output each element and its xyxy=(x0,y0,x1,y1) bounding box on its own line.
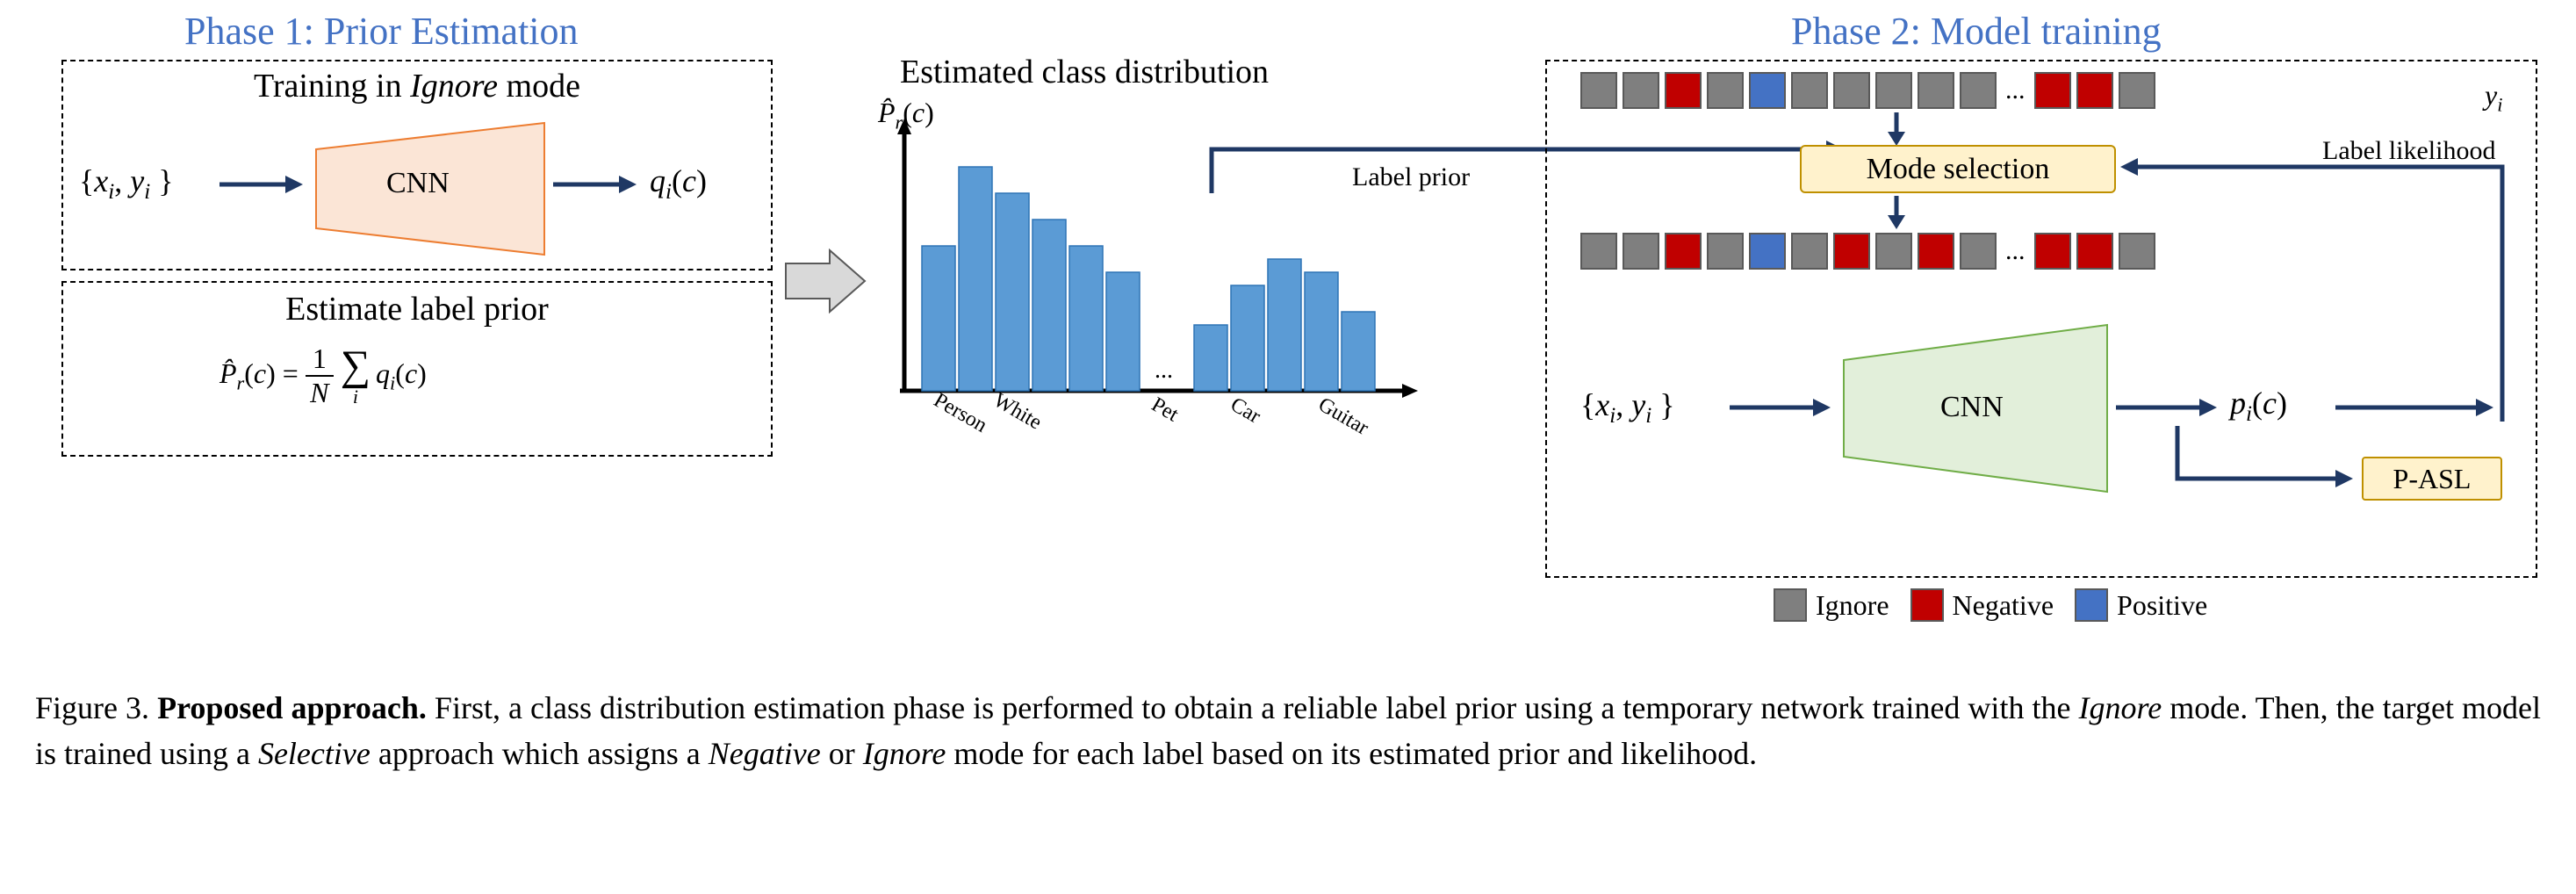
label-box-negative xyxy=(1918,233,1954,270)
label-box-ignore xyxy=(1918,72,1954,109)
svg-text:Guitar: Guitar xyxy=(1314,393,1372,440)
caption-i2: Selective xyxy=(258,736,371,771)
arrow-cnn2-out xyxy=(2116,390,2221,425)
caption-t5: mode for each label based on its estimat… xyxy=(946,736,1757,771)
strip-dots: ... xyxy=(2005,236,2026,266)
pasl-box: P-ASL xyxy=(2362,457,2502,501)
label-strip-yi: ... xyxy=(1580,72,2155,109)
strip-dots: ... xyxy=(2005,76,2026,105)
arrow-input-cnn2 xyxy=(1730,390,1835,425)
phase1-estimate-title: Estimate label prior xyxy=(255,290,579,328)
yi-label: yi xyxy=(2485,79,2502,116)
svg-text:Pet: Pet xyxy=(1148,393,1183,427)
chart-title: Estimated class distribution xyxy=(900,53,1269,91)
caption-t4: or xyxy=(821,736,863,771)
arrow-likelihood xyxy=(2116,149,2520,430)
caption-i4: Ignore xyxy=(863,736,946,771)
label-box-ignore xyxy=(1707,233,1744,270)
label-box-negative xyxy=(1833,233,1870,270)
legend-ignore: Ignore xyxy=(1774,588,1889,622)
label-strip-selected: ... xyxy=(1580,233,2155,270)
legend-negative: Negative xyxy=(1910,588,2054,622)
label-box-ignore xyxy=(1833,72,1870,109)
label-box-ignore xyxy=(1623,233,1659,270)
big-arrow xyxy=(781,246,869,316)
phase2-input-math: {xi, yi } xyxy=(1580,386,1675,429)
svg-text:Car: Car xyxy=(1227,393,1264,429)
label-box-ignore xyxy=(1960,72,1997,109)
label-box-negative xyxy=(2034,72,2071,109)
label-box-negative xyxy=(1665,72,1702,109)
legend-positive: Positive xyxy=(2075,588,2207,622)
legend-ignore-swatch xyxy=(1774,588,1807,622)
label-box-ignore xyxy=(1623,72,1659,109)
legend: Ignore Negative Positive xyxy=(1774,588,2207,622)
arrow-pi-right xyxy=(2335,390,2493,425)
label-box-negative xyxy=(2034,233,2071,270)
label-box-ignore xyxy=(2119,72,2155,109)
legend-positive-label: Positive xyxy=(2117,589,2207,622)
svg-text:Person: Person xyxy=(930,389,991,437)
label-box-ignore xyxy=(1875,72,1912,109)
legend-negative-label: Negative xyxy=(1953,589,2054,622)
diagram-area: Phase 1: Prior Estimation Training in Ig… xyxy=(35,9,2541,641)
label-box-ignore xyxy=(1875,233,1912,270)
label-box-ignore xyxy=(1791,233,1828,270)
label-box-ignore xyxy=(1580,72,1617,109)
arrow-mode-down xyxy=(1879,196,1914,231)
arrow-cnn1-out xyxy=(553,167,641,202)
label-box-negative xyxy=(2076,72,2113,109)
phase1-title: Phase 1: Prior Estimation xyxy=(184,9,579,54)
arrow-to-pasl xyxy=(2169,426,2362,514)
label-box-ignore xyxy=(1960,233,1997,270)
label-box-ignore xyxy=(1791,72,1828,109)
svg-text:White: White xyxy=(989,389,1046,435)
legend-negative-swatch xyxy=(1910,588,1944,622)
label-box-ignore xyxy=(1580,233,1617,270)
arrow-input-cnn1 xyxy=(219,167,307,202)
cnn-label-1: CNN xyxy=(386,167,450,200)
phase2-title: Phase 2: Model training xyxy=(1791,9,2162,54)
caption-t3: approach which assigns a xyxy=(371,736,709,771)
caption-bold: Proposed approach. xyxy=(157,690,427,725)
mode-selection-box: Mode selection xyxy=(1800,145,2116,193)
label-box-ignore xyxy=(1707,72,1744,109)
legend-positive-swatch xyxy=(2075,588,2108,622)
label-box-positive xyxy=(1749,233,1786,270)
caption-i1: Ignore xyxy=(2079,690,2162,725)
phase1-input-math: {xi, yi } xyxy=(79,162,174,205)
arrow-strip1-down xyxy=(1879,112,1914,148)
legend-ignore-label: Ignore xyxy=(1816,589,1889,622)
phase2-output-math: pi(c) xyxy=(2230,385,2287,427)
phase1-formula: P̂r(c) = 1 N ∑ i qi(c) xyxy=(219,342,427,409)
phase1-training-title: Training in Ignore mode xyxy=(211,67,623,105)
figure-caption: Figure 3. Proposed approach. First, a cl… xyxy=(35,685,2541,776)
label-box-ignore xyxy=(2119,233,2155,270)
label-box-positive xyxy=(1749,72,1786,109)
caption-fig-label: Figure 3. xyxy=(35,690,157,725)
phase1-output-math: qi(c) xyxy=(650,162,707,205)
label-box-negative xyxy=(1665,233,1702,270)
caption-i3: Negative xyxy=(709,736,821,771)
label-box-negative xyxy=(2076,233,2113,270)
svg-text:...: ... xyxy=(1155,357,1173,384)
cnn-label-2: CNN xyxy=(1940,391,2004,424)
caption-t1: First, a class distribution estimation p… xyxy=(427,690,2079,725)
